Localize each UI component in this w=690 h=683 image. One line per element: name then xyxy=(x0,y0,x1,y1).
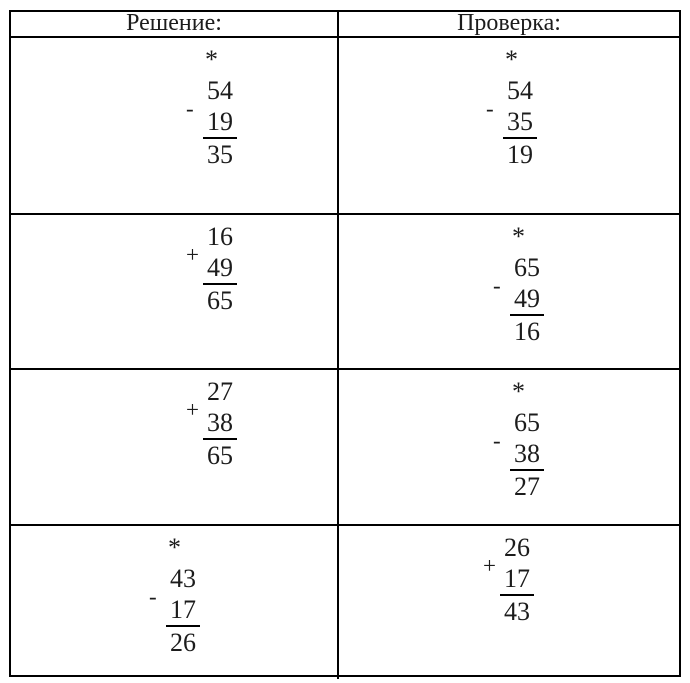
operand-bottom-value: 38 xyxy=(514,439,540,468)
table-row: 27 +38 65 * 65 -38 27 xyxy=(11,370,679,526)
table-row: * 54 -19 35 * 54 -35 19 xyxy=(11,38,679,215)
operand-bottom-value: 38 xyxy=(207,408,233,437)
operand-top: 54 xyxy=(507,76,533,105)
operand-bottom-value: 49 xyxy=(207,253,233,282)
arithmetic-block: * 65 -38 27 xyxy=(493,376,544,502)
operand-bottom: +17 xyxy=(483,553,534,596)
result-value: 43 xyxy=(504,597,530,626)
operand-top: 27 xyxy=(207,377,233,406)
result-value: 19 xyxy=(507,140,533,169)
arithmetic-block: 26 +17 43 xyxy=(483,532,534,627)
star-mark: * xyxy=(512,222,525,251)
operand-bottom: -19 xyxy=(186,96,237,139)
operator-sign: - xyxy=(493,428,501,453)
operand-bottom-value: 17 xyxy=(170,595,196,624)
exercise-table: Решение: Проверка: * 54 -19 35 * 54 -35 … xyxy=(9,10,681,679)
operand-bottom-value: 49 xyxy=(514,284,540,313)
operator-sign: - xyxy=(149,584,157,609)
operator-sign: - xyxy=(493,273,501,298)
arithmetic-block: * 65 -49 16 xyxy=(493,221,544,347)
star-mark: * xyxy=(205,45,218,74)
operand-bottom: -17 xyxy=(149,584,200,627)
header-solution: Решение: xyxy=(11,12,339,36)
arithmetic-block: * 54 -19 35 xyxy=(186,44,237,170)
operand-top: 43 xyxy=(170,564,196,593)
operator-sign: + xyxy=(483,553,496,578)
operand-bottom: +49 xyxy=(186,242,237,285)
check-cell: 26 +17 43 xyxy=(339,526,679,679)
arithmetic-block: 16 +49 65 xyxy=(186,221,237,316)
star-mark: * xyxy=(505,45,518,74)
operand-top: 65 xyxy=(514,253,540,282)
arithmetic-block: * 43 -17 26 xyxy=(149,532,200,658)
operand-bottom: -35 xyxy=(486,96,537,139)
operator-sign: + xyxy=(186,397,199,422)
operand-top: 65 xyxy=(514,408,540,437)
check-cell: * 65 -49 16 xyxy=(339,215,679,368)
star-mark: * xyxy=(168,533,181,562)
operand-bottom: +38 xyxy=(186,397,237,440)
arithmetic-block: 27 +38 65 xyxy=(186,376,237,471)
operand-top: 54 xyxy=(207,76,233,105)
result-value: 65 xyxy=(207,286,233,315)
result-value: 16 xyxy=(514,317,540,346)
operator-sign: - xyxy=(486,96,494,121)
check-cell: * 54 -35 19 xyxy=(339,38,679,213)
operand-bottom-value: 35 xyxy=(507,107,533,136)
solution-cell: * 54 -19 35 xyxy=(11,38,339,213)
result-value: 26 xyxy=(170,628,196,657)
result-value: 27 xyxy=(514,472,540,501)
result-value: 65 xyxy=(207,441,233,470)
arithmetic-block: * 54 -35 19 xyxy=(486,44,537,170)
solution-cell: 27 +38 65 xyxy=(11,370,339,524)
operand-bottom: -49 xyxy=(493,273,544,316)
check-cell: * 65 -38 27 xyxy=(339,370,679,524)
star-mark: * xyxy=(512,377,525,406)
operator-sign: - xyxy=(186,96,194,121)
operand-bottom-value: 19 xyxy=(207,107,233,136)
table-header-row: Решение: Проверка: xyxy=(11,12,679,38)
solution-cell: * 43 -17 26 xyxy=(11,526,339,679)
solution-cell: 16 +49 65 xyxy=(11,215,339,368)
operand-top: 26 xyxy=(504,533,530,562)
header-check: Проверка: xyxy=(457,12,561,36)
result-value: 35 xyxy=(207,140,233,169)
operand-bottom-value: 17 xyxy=(504,564,530,593)
operand-bottom: -38 xyxy=(493,428,544,471)
operand-top: 16 xyxy=(207,222,233,251)
operator-sign: + xyxy=(186,242,199,267)
table-row: 16 +49 65 * 65 -49 16 xyxy=(11,215,679,370)
table-row: * 43 -17 26 26 +17 43 xyxy=(11,526,679,679)
